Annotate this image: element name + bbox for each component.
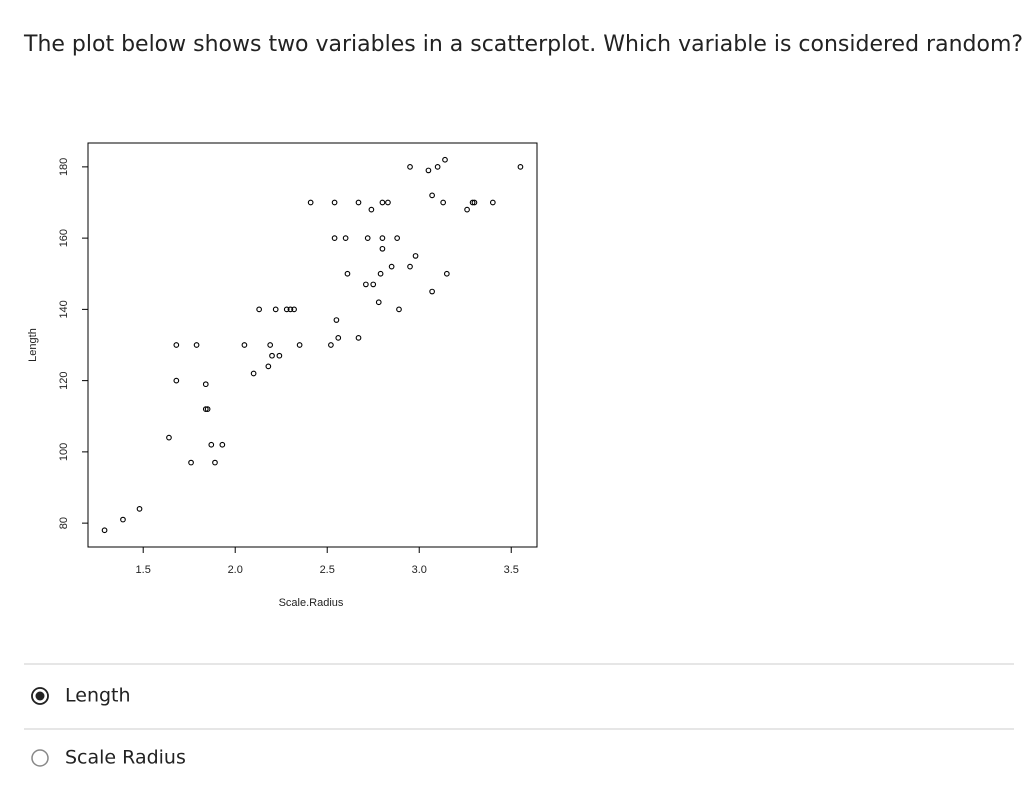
x-tick-label: 2.5 <box>320 564 335 576</box>
point <box>442 156 448 163</box>
point <box>267 342 274 348</box>
point <box>394 235 400 241</box>
point <box>101 527 108 534</box>
point <box>379 245 386 252</box>
point <box>342 235 349 241</box>
point <box>173 342 180 348</box>
point <box>136 506 143 512</box>
point <box>368 206 375 213</box>
point <box>188 459 194 466</box>
y-tick-label: 80 <box>58 517 70 529</box>
point <box>212 459 218 466</box>
y-axis-label: Length <box>27 328 39 362</box>
point <box>269 352 275 359</box>
point <box>283 306 290 313</box>
point <box>489 199 496 206</box>
point <box>396 306 402 313</box>
y-tick-label: 160 <box>58 229 70 247</box>
radio-dot[interactable] <box>35 691 45 701</box>
point <box>429 288 435 295</box>
point <box>407 164 413 170</box>
point <box>219 441 226 448</box>
point <box>256 306 262 313</box>
y-tick-label: 180 <box>58 158 70 176</box>
point <box>166 434 172 441</box>
point <box>291 306 297 313</box>
point <box>287 306 294 313</box>
point <box>469 199 476 206</box>
point <box>202 406 209 412</box>
point <box>120 516 126 523</box>
x-tick-label: 2.0 <box>228 564 243 576</box>
point <box>331 199 338 206</box>
point <box>375 299 382 306</box>
option-label[interactable]: Scale Radius <box>65 747 186 769</box>
point <box>388 263 395 270</box>
point <box>412 253 419 259</box>
point <box>272 306 279 313</box>
point <box>440 199 447 206</box>
point <box>434 164 441 170</box>
point <box>443 270 450 277</box>
point <box>363 281 369 288</box>
point <box>355 335 362 341</box>
point <box>377 270 384 277</box>
point <box>265 363 272 370</box>
option-label[interactable]: Length <box>65 685 131 707</box>
point <box>173 377 180 384</box>
y-tick-label: 140 <box>58 300 70 318</box>
point <box>429 192 435 199</box>
point <box>296 342 303 348</box>
question: The plot below shows two variables in a … <box>23 32 1023 57</box>
point <box>425 167 432 174</box>
point <box>364 235 371 241</box>
x-axis-label: Scale.Radius <box>279 597 344 609</box>
point <box>379 235 386 241</box>
radio-button[interactable] <box>31 749 49 767</box>
point <box>193 342 200 348</box>
point <box>517 164 524 170</box>
x-tick-label: 3.0 <box>412 564 427 576</box>
point <box>335 335 342 341</box>
y-tick-label: 120 <box>58 371 70 389</box>
point <box>464 206 470 213</box>
x-tick-label: 3.5 <box>504 564 519 576</box>
point <box>331 235 338 241</box>
point <box>355 199 362 206</box>
point <box>208 441 215 448</box>
point <box>241 342 248 348</box>
point <box>471 199 478 206</box>
point <box>328 342 334 348</box>
y-tick-label: 100 <box>58 443 70 461</box>
point <box>307 199 314 206</box>
point <box>204 406 211 412</box>
point <box>344 270 351 277</box>
point <box>250 370 257 377</box>
point <box>370 281 377 288</box>
x-tick-label: 1.5 <box>136 564 151 576</box>
point <box>379 199 386 206</box>
point <box>202 381 209 388</box>
point <box>407 263 413 270</box>
point <box>276 352 283 359</box>
point <box>333 317 340 323</box>
point <box>385 199 391 206</box>
